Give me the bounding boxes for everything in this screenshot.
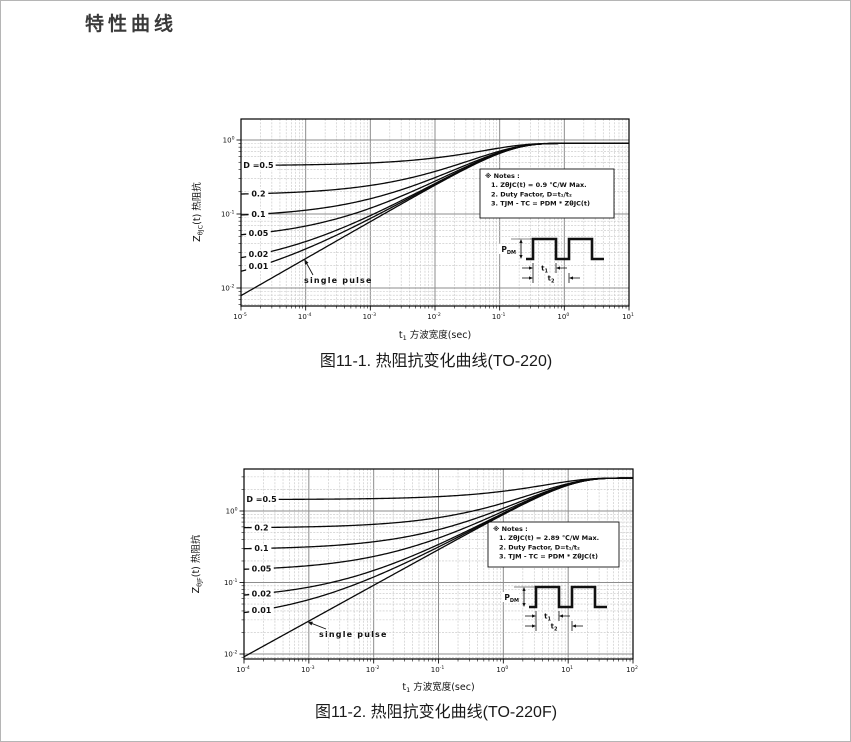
page-title: 特性曲线 [85,13,178,35]
x-tick-10e2: 102 [626,665,638,674]
y-tick-10e-2: 10-2 [224,649,238,658]
notes-box: ※ Notes :1. ZθJC(t) = 0.9 ℃/W Max.2. Dut… [479,168,615,219]
square-wave-icon [529,585,607,609]
x-tick-10e-1: 10-1 [431,665,445,674]
curve-label-0.01: 0.01 [252,606,272,615]
curve-duty-0.5 [244,477,633,501]
x-axis-title: t1 方波宽度(sec) [402,681,474,694]
y-axis-title: ZθJF(t) 热阻抗 [190,534,204,593]
arrowhead-icon [519,239,523,243]
grid [241,119,629,306]
arrowhead-icon [532,614,536,618]
curve-labels: D =0.5 0.2 0.1 0.05 0.02 0.01 [244,494,279,615]
note-line-1: 1. ZθJC(t) = 0.9 ℃/W Max. [491,181,587,189]
t1-label: t1 [544,613,551,623]
curve-label-0.2: 0.2 [254,523,268,532]
note-line-2: 2. Duty Factor, D=t₁/t₂ [499,543,580,551]
single-pulse-arrow-icon [307,621,313,626]
single-pulse-label: single pulse [307,621,388,639]
x-tick-10e-5: 10-5 [233,312,247,321]
x-axis-tick-labels: 10-5 10-4 10-3 10-2 10-1 100 101 [233,312,634,321]
curve-label-0.05: 0.05 [249,229,269,238]
x-tick-10e1: 101 [622,312,634,321]
x-tick-10e0: 100 [496,665,508,674]
y-tick-10e-1: 10-1 [221,209,235,218]
figure-caption-to220: 图11-1. 热阻抗变化曲线(TO-220) [319,353,553,370]
arrowhead-icon [532,624,536,628]
arrowhead-icon [529,266,533,270]
t1-label: t1 [541,265,548,275]
pdm-label: PDM [504,593,519,604]
curve-label-0.02: 0.02 [252,589,272,598]
curve-label-0.5: D =0.5 [246,495,277,504]
single-pulse-text: single pulse [319,630,388,639]
notes-header: ※ Notes : [485,171,520,180]
note-line-1: 1. ZθJC(t) = 2.89 ℃/W Max. [499,534,599,542]
y-tick-10e0: 100 [226,506,238,515]
notes-header: ※ Notes : [493,524,528,533]
t2-label: t2 [548,275,555,285]
figure-to220f: ※ Notes :1. ZθJC(t) = 2.89 ℃/W Max. 2. Du… [186,451,671,722]
arrowhead-icon [572,624,576,628]
single-pulse-arrow-icon [304,259,309,265]
note-line-2: 2. Duty Factor, D=t₁/t₂ [491,190,572,198]
x-tick-10e1: 101 [561,665,573,674]
y-axis-title-text: ZθJC(t) 热阻抗 [191,182,205,242]
curve-duty-0.2 [243,477,633,529]
curve-label-0.02: 0.02 [249,250,269,259]
arrowhead-icon [529,276,533,280]
note-line-3: 3. TJM - TC = PDM * ZθJC(t) [491,200,590,208]
curves [240,142,629,297]
y-axis-tick-labels: 100 10-1 10-2 [221,135,235,292]
curve-label-0.1: 0.1 [251,210,266,219]
single-pulse-text: single pulse [304,276,373,285]
notes-box: ※ Notes :1. ZθJC(t) = 2.89 ℃/W Max.2. Du… [487,521,620,568]
x-tick-10e-3: 10-3 [301,665,315,674]
arrowhead-icon [522,587,526,591]
y-axis-tick-labels: 100 10-1 10-2 [224,506,238,658]
single-pulse-label: single pulse [304,259,373,285]
y-tick-10e-2: 10-2 [221,283,235,292]
plot-border [240,118,630,307]
curve-label-0.5: D =0.5 [243,161,274,170]
curve-label-0.01: 0.01 [249,262,269,271]
figure-to220: ※ Notes :1. ZθJC(t) = 0.9 ℃/W Max. 2. Dut… [186,96,671,371]
curve-labels: D =0.5 0.2 0.1 0.05 0.02 0.01 [241,160,276,272]
arrowhead-icon [519,255,523,259]
y-axis-title: ZθJC(t) 热阻抗 [191,182,205,242]
curve-single-pulse [240,142,629,297]
y-axis-title-text: ZθJF(t) 热阻抗 [190,534,204,593]
arrowhead-icon [556,266,560,270]
curve-label-0.1: 0.1 [254,544,269,553]
t2-label: t2 [551,623,558,633]
x-tick-10e-2: 10-2 [366,665,380,674]
square-wave-icon [526,237,604,261]
arrowhead-icon [559,614,563,618]
thermal-impedance-chart-to220f: ※ Notes :1. ZθJC(t) = 2.89 ℃/W Max.2. Du… [190,468,638,694]
x-tick-10e-4: 10-4 [236,665,250,674]
note-line-3: 3. TJM - TC = PDM * ZθJC(t) [499,553,598,561]
plot-border [243,468,634,660]
x-tick-10e-3: 10-3 [363,312,377,321]
y-tick-10e-1: 10-1 [224,578,238,587]
x-axis-title: t1 方波宽度(sec) [399,329,471,342]
curve-label-0.05: 0.05 [252,564,272,573]
arrowhead-icon [569,276,573,280]
x-tick-10e0: 100 [557,312,569,321]
x-tick-10e-1: 10-1 [492,312,506,321]
figure-caption-to220f: 图11-2. 热阻抗变化曲线(TO-220F) [314,704,558,721]
pdm-label: PDM [501,245,516,256]
curve-label-0.2: 0.2 [251,189,265,198]
x-axis-tick-labels: 10-4 10-3 10-2 10-1 100 101 102 [236,665,638,674]
curves [243,477,633,658]
x-tick-10e-4: 10-4 [298,312,312,321]
curve-single-pulse [243,477,633,658]
x-tick-10e-2: 10-2 [427,312,441,321]
arrowhead-icon [522,603,526,607]
y-tick-10e0: 100 [223,135,235,144]
thermal-impedance-chart-to220: ※ Notes :1. ZθJC(t) = 0.9 ℃/W Max.2. Dut… [191,118,634,342]
